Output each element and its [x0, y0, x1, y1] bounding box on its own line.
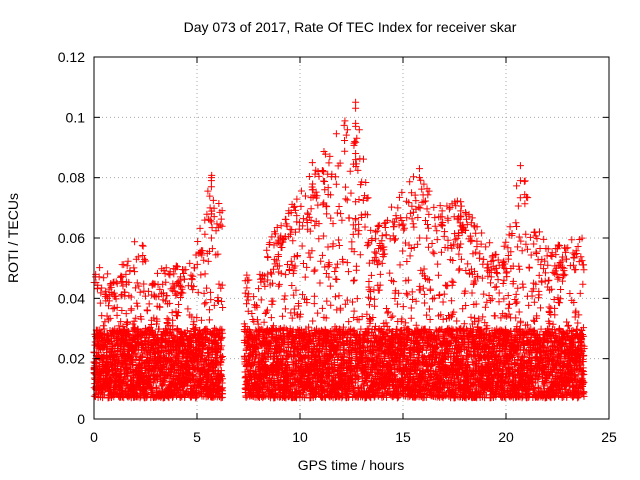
- data-point: [99, 331, 107, 339]
- data-point: [125, 278, 133, 286]
- data-point: [95, 273, 103, 281]
- data-point: [132, 284, 140, 292]
- data-point: [113, 311, 121, 319]
- data-point: [136, 288, 144, 296]
- data-point: [127, 305, 135, 313]
- chart-title: Day 073 of 2017, Rate Of TEC Index for r…: [184, 19, 517, 35]
- data-point: [138, 241, 146, 249]
- data-point: [121, 288, 129, 296]
- data-point: [132, 314, 140, 322]
- data-point: [99, 322, 107, 330]
- data-point: [118, 306, 126, 314]
- data-point: [133, 299, 141, 307]
- data-point: [139, 242, 147, 250]
- data-point: [124, 372, 132, 380]
- data-point: [117, 389, 125, 397]
- data-point: [112, 295, 120, 303]
- data-points: [90, 98, 588, 402]
- data-point: [107, 283, 115, 291]
- data-point: [105, 302, 113, 310]
- data-point: [130, 317, 138, 325]
- data-point: [122, 310, 130, 318]
- data-point: [104, 270, 112, 278]
- data-point: [119, 389, 127, 397]
- data-point: [98, 284, 106, 292]
- data-point: [137, 315, 145, 323]
- data-point: [109, 305, 117, 313]
- data-point: [104, 316, 112, 324]
- data-point: [122, 270, 130, 278]
- data-point: [123, 262, 131, 270]
- data-point: [134, 253, 142, 261]
- data-point: [97, 289, 105, 297]
- data-point: [94, 281, 102, 289]
- data-point: [123, 329, 131, 337]
- data-point: [133, 279, 141, 287]
- data-point: [128, 357, 136, 365]
- data-point: [130, 264, 138, 272]
- data-point: [127, 293, 135, 301]
- data-point: [106, 314, 114, 322]
- data-point: [139, 252, 147, 260]
- data-point: [117, 272, 125, 280]
- data-point: [96, 299, 104, 307]
- data-point: [117, 318, 125, 326]
- data-point: [132, 356, 140, 364]
- data-point: [124, 257, 132, 265]
- data-point: [131, 268, 139, 276]
- data-point: [96, 264, 104, 272]
- data-point: [135, 282, 143, 290]
- data-point: [95, 362, 103, 370]
- data-point: [102, 291, 110, 299]
- data-point: [120, 261, 128, 269]
- data-point: [118, 379, 126, 387]
- data-point: [115, 322, 123, 330]
- data-point: [113, 280, 121, 288]
- data-point: [138, 352, 146, 360]
- data-point: [126, 267, 134, 275]
- data-point: [113, 303, 121, 311]
- data-point: [116, 366, 124, 374]
- data-point: [131, 238, 139, 246]
- data-point: [134, 302, 142, 310]
- data-point: [122, 336, 130, 344]
- data-point: [140, 280, 148, 288]
- grid-lines: [94, 57, 609, 419]
- data-point: [101, 318, 109, 326]
- data-point: [124, 319, 132, 327]
- data-point: [100, 274, 108, 282]
